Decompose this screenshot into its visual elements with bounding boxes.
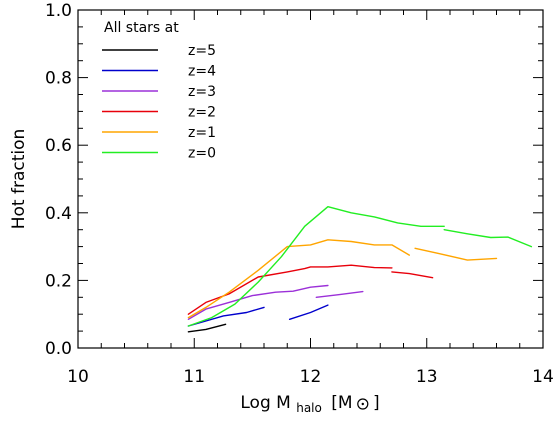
legend-label-z4: z=4 (188, 64, 216, 80)
x-axis-label-unit: [M (331, 393, 352, 413)
plot-frame (77, 9, 544, 349)
series-line-z0 (443, 228, 533, 248)
y-tick-label: 0.0 (45, 339, 72, 359)
y-tick-label: 1.0 (45, 1, 72, 21)
series-lines (187, 205, 533, 333)
legend-title: All stars at (104, 20, 179, 36)
x-axis-label-unit-close: ] (373, 393, 380, 413)
x-tick-label: 14 (532, 367, 554, 387)
y-tick-label: 0.2 (45, 271, 72, 291)
x-axis-label: Log M halo [M ] (240, 393, 379, 417)
series-line-z4 (187, 306, 265, 327)
series-line-z0 (187, 205, 445, 327)
series-line-z5 (187, 323, 227, 333)
legend-label-z5: z=5 (188, 43, 216, 59)
legend-label-z0: z=0 (188, 146, 216, 162)
legend-label-z2: z=2 (188, 105, 216, 121)
y-axis-label: Hot fraction (9, 129, 29, 230)
series-line-z2 (187, 264, 393, 315)
legend-label-z3: z=3 (188, 84, 216, 100)
y-tick-label: 0.8 (45, 69, 72, 89)
legend-label-z1: z=1 (188, 125, 216, 141)
sun-symbol-icon (357, 398, 369, 410)
x-tick-label: 11 (183, 367, 205, 387)
series-line-z4 (288, 304, 329, 320)
axis-ticks: 10 11 12 13 14 0.0 0.2 0.4 0.6 0.8 1.0 (45, 1, 554, 387)
x-tick-label: 13 (416, 367, 438, 387)
x-axis-label-subscript: halo (296, 401, 322, 415)
series-line-z1 (187, 239, 410, 319)
series-line-z3 (315, 290, 364, 298)
x-axis-label-main: Log M (240, 393, 290, 413)
y-tick-label: 0.4 (45, 204, 72, 224)
x-tick-label: 10 (67, 367, 89, 387)
series-line-z2 (391, 271, 434, 279)
legend: All stars at z=5 z=4 z=3 z=2 z=1 z=0 (102, 20, 216, 162)
series-line-z3 (187, 284, 329, 320)
y-tick-label: 0.6 (45, 136, 72, 156)
series-line-z1 (414, 247, 498, 261)
x-tick-label: 12 (300, 367, 322, 387)
